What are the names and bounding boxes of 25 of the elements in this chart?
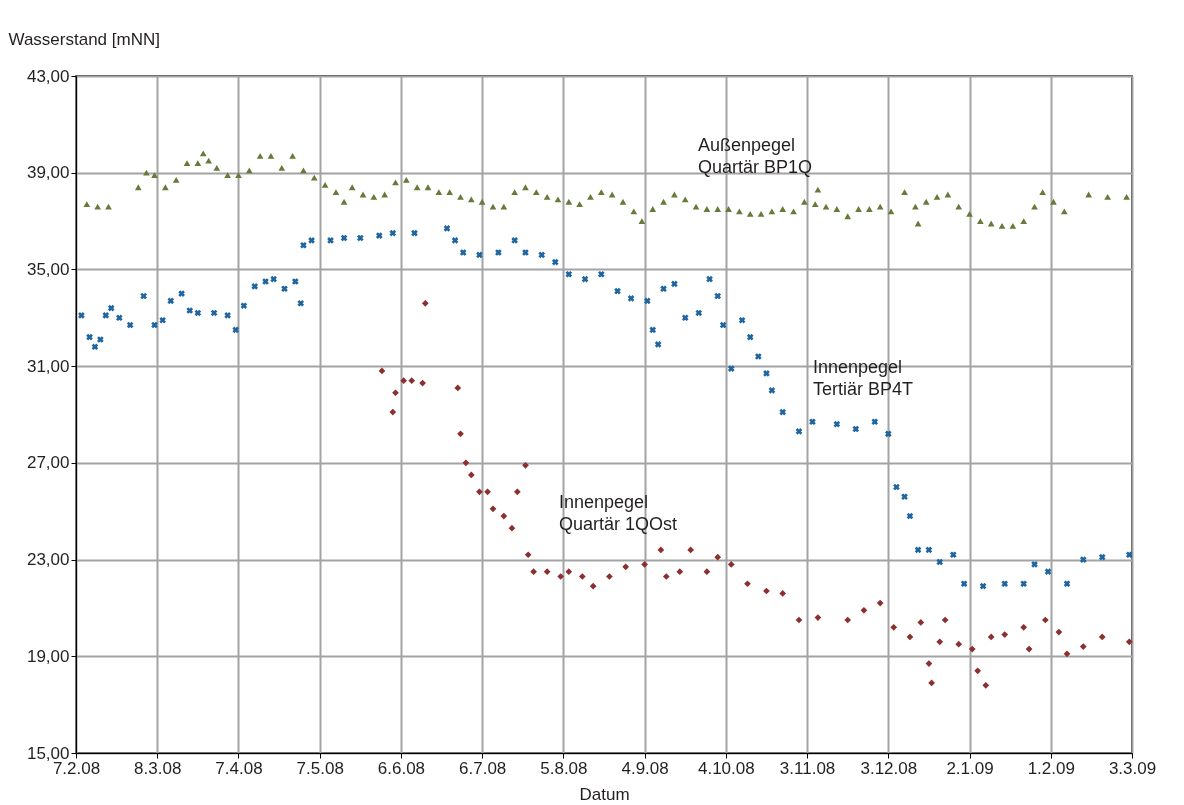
x-tick-label: 3.11.08 <box>779 758 836 778</box>
y-tick-label: 23,00 <box>26 550 70 570</box>
x-tick-label: 3.12.08 <box>860 758 918 778</box>
x-tick-label: 4.10.08 <box>697 758 755 778</box>
x-tick-label: 6.6.08 <box>377 758 426 778</box>
x-tick-label: 7.5.08 <box>296 758 344 778</box>
x-tick-label: 5.8.08 <box>540 758 588 778</box>
series-label: Innenpegel Tertiär BP4T <box>813 357 914 399</box>
x-tick-label: 8.3.08 <box>134 758 182 778</box>
x-tick-label: 3.3.09 <box>1108 758 1157 778</box>
y-tick-label: 31,00 <box>26 356 70 376</box>
x-tick-label: 7.4.08 <box>215 758 263 778</box>
x-tick-label: 1.2.09 <box>1027 758 1075 778</box>
x-tick-label: 4.9.08 <box>621 758 669 778</box>
x-tick-label: 2.1.09 <box>946 758 994 778</box>
y-tick-label: 39,00 <box>26 163 70 183</box>
series-label: Innenpegel Quartär 1QOst <box>559 492 678 534</box>
y-tick-label: 19,00 <box>26 646 70 666</box>
x-tick-label: 6.7.08 <box>459 758 507 778</box>
x-axis-title: Datum <box>579 784 630 804</box>
y-axis-title: Wasserstand [mNN] <box>8 29 160 49</box>
series-label: Außenpegel Quartär BP1Q <box>698 135 813 177</box>
y-tick-label: 27,00 <box>26 453 70 473</box>
y-tick-label: 43,00 <box>26 66 70 86</box>
y-tick-label: 35,00 <box>26 259 70 279</box>
